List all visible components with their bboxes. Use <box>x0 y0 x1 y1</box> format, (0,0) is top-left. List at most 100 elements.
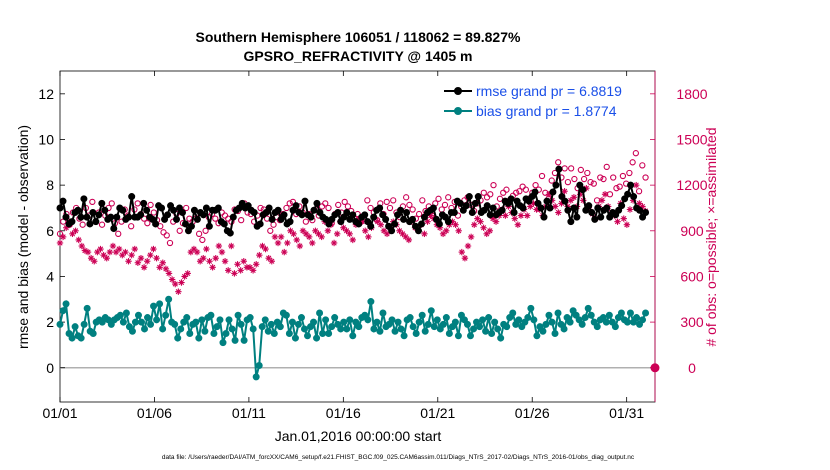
obs-possible-point <box>406 201 413 209</box>
rmse-point <box>349 211 357 219</box>
rmse-point <box>540 213 548 221</box>
obs-possible-point <box>571 175 578 183</box>
rmse-point <box>181 220 189 228</box>
bias-point <box>406 314 414 322</box>
bias-point <box>482 327 490 335</box>
bias-point <box>530 316 538 324</box>
rmse-point <box>74 206 82 214</box>
obs-assimilated-point <box>165 270 173 277</box>
obs-assimilated-point <box>56 239 64 247</box>
bias-point <box>313 334 321 342</box>
obs-possible-point <box>318 203 326 210</box>
rmse-point <box>152 220 160 228</box>
obs-assimilated-point <box>115 245 123 253</box>
rmse-point <box>597 213 605 221</box>
y-tick-label-right: 600 <box>680 268 704 284</box>
obs-possible-point <box>367 204 374 212</box>
legend-box <box>442 76 648 120</box>
x-tick-label: 01/26 <box>515 405 550 421</box>
rmse-point <box>456 199 464 207</box>
bias-point <box>605 311 613 319</box>
bias-point <box>451 318 459 326</box>
rmse-point <box>376 204 384 212</box>
obs-assimilated-point <box>570 194 578 201</box>
obs-possible-point <box>270 221 277 228</box>
obs-possible-point <box>480 189 487 196</box>
obs-assimilated-point <box>598 197 606 204</box>
rmse-point <box>588 209 596 217</box>
obs-assimilated-point <box>486 227 494 234</box>
obs-possible-point <box>390 197 397 204</box>
bias-point <box>430 323 438 331</box>
obs-assimilated-point <box>150 245 157 253</box>
obs-assimilated-point <box>315 230 322 238</box>
obs-possible-point <box>597 174 604 181</box>
bias-point <box>626 309 634 317</box>
rmse-point <box>310 206 318 214</box>
rmse-point <box>417 220 425 228</box>
obs-assimilated-point <box>109 242 117 250</box>
obs-assimilated-point <box>159 259 166 266</box>
bias-point <box>255 361 263 369</box>
obs-assimilated-point <box>362 227 369 234</box>
rmse-point <box>190 206 198 214</box>
bias-point <box>587 311 595 319</box>
bias-point <box>195 334 203 342</box>
chart-title-line2: GPSRO_REFRACTIVITY @ 1405 m <box>244 48 473 64</box>
rmse-point <box>128 193 136 201</box>
obs-possible-point <box>503 186 510 193</box>
bias-point <box>397 325 405 333</box>
bias-point <box>141 325 149 333</box>
obs-assimilated-point <box>172 280 179 288</box>
y-tick-label-right: 0 <box>688 360 696 376</box>
obs-possible-point <box>163 232 170 239</box>
bias-point <box>479 316 487 324</box>
bias-point <box>322 316 330 324</box>
obs-possible-point <box>555 159 562 166</box>
bias-point <box>68 334 76 342</box>
rmse-point <box>370 213 378 221</box>
rmse-point <box>435 220 443 228</box>
rmse-point <box>173 215 181 223</box>
bias-point <box>228 325 236 333</box>
x-tick-label: 01/06 <box>137 405 172 421</box>
bias-point <box>119 318 127 326</box>
bias-point <box>201 327 209 335</box>
bias-point <box>297 314 305 322</box>
obs-assimilated-point <box>94 248 101 256</box>
obs-possible-point <box>409 206 416 213</box>
obs-assimilated-point <box>59 233 67 241</box>
rmse-point <box>95 211 103 219</box>
obs-assimilated-point <box>147 251 154 259</box>
rmse-point <box>573 213 581 221</box>
bias-point <box>442 314 450 322</box>
obs-assimilated-point <box>421 230 428 238</box>
rmse-point <box>603 204 611 212</box>
rmse-point <box>286 218 294 226</box>
obs-assimilated-point <box>178 279 185 286</box>
obs-assimilated-point <box>458 248 465 256</box>
obs-assimilated-point <box>262 245 269 253</box>
obs-assimilated-point <box>299 227 307 234</box>
rmse-point <box>80 195 88 203</box>
obs-assimilated-point <box>281 248 288 256</box>
bias-point <box>331 314 339 322</box>
bias-point <box>80 320 88 328</box>
obs-assimilated-point <box>168 276 176 283</box>
rmse-point <box>158 204 166 212</box>
obs-possible-point <box>283 204 290 212</box>
obs-assimilated-point <box>140 264 148 271</box>
rmse-point <box>531 188 539 196</box>
bias-point <box>485 314 493 322</box>
obs-assimilated-point <box>153 254 160 262</box>
bias-point <box>373 318 381 326</box>
bias-point <box>162 311 170 319</box>
bias-point <box>355 323 363 331</box>
bias-point <box>611 323 619 331</box>
obs-assimilated-point <box>318 233 325 241</box>
obs-possible-point <box>613 185 620 192</box>
bias-point <box>581 314 589 322</box>
obs-assimilated-point <box>330 239 338 247</box>
obs-possible-point <box>98 221 106 228</box>
rmse-point <box>101 206 109 214</box>
